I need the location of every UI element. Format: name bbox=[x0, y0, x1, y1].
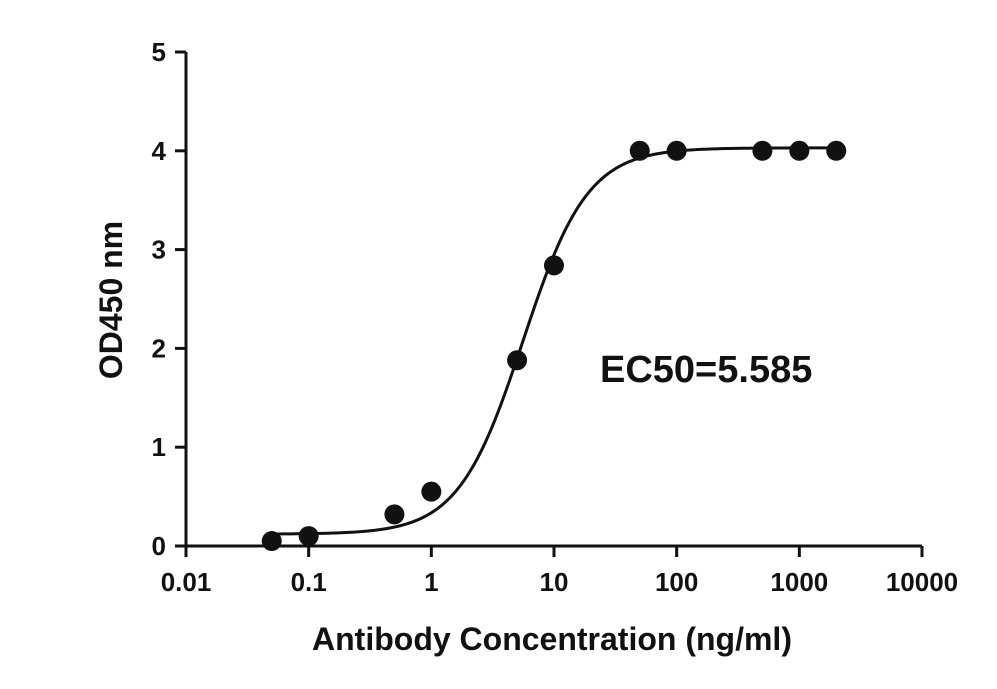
data-point bbox=[789, 140, 810, 161]
data-point bbox=[752, 140, 773, 161]
data-point bbox=[666, 140, 687, 161]
ec50-annotation: EC50=5.585 bbox=[600, 349, 812, 391]
y-tick-label: 3 bbox=[152, 235, 166, 265]
x-tick-label: 0.1 bbox=[291, 567, 327, 597]
data-point bbox=[826, 140, 847, 161]
y-tick-label: 1 bbox=[152, 432, 166, 462]
fit-curve-group bbox=[271, 146, 837, 536]
x-tick-label: 10 bbox=[540, 567, 569, 597]
y-tick-label: 0 bbox=[152, 531, 166, 561]
x-tick-label: 100 bbox=[655, 567, 698, 597]
data-point bbox=[384, 504, 405, 525]
x-tick-label: 0.01 bbox=[161, 567, 212, 597]
x-tick-label: 1 bbox=[424, 567, 438, 597]
data-point bbox=[629, 140, 650, 161]
y-axis-label: OD450 nm bbox=[93, 221, 129, 379]
y-tick-label: 2 bbox=[152, 333, 166, 363]
x-tick-label: 10000 bbox=[886, 567, 958, 597]
y-tick-label: 5 bbox=[152, 37, 166, 67]
data-point bbox=[421, 481, 442, 502]
data-point bbox=[544, 255, 564, 276]
data-point bbox=[298, 526, 319, 547]
x-axis-label: Antibody Concentration (ng/ml) bbox=[312, 621, 792, 657]
data-points-group bbox=[261, 140, 847, 552]
y-tick-label: 4 bbox=[152, 136, 167, 166]
data-point bbox=[507, 350, 528, 371]
x-tick-label: 1000 bbox=[770, 567, 828, 597]
fit-curve-line bbox=[271, 146, 837, 536]
data-point bbox=[261, 531, 282, 552]
axes-group bbox=[184, 52, 922, 548]
ticks-group: 0 1 2 3 4 5 0.01 0.1 1 10 100 1000 10000 bbox=[152, 37, 959, 597]
